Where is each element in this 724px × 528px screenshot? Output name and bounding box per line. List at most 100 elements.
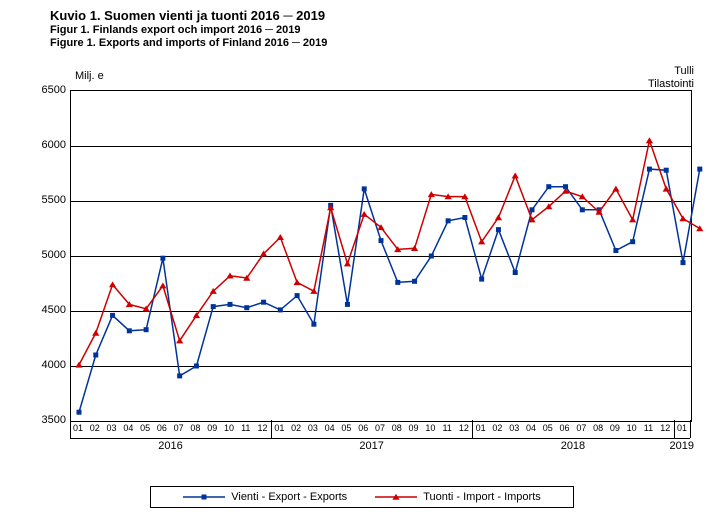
legend-frame: Vienti - Export - Exports Tuonti - Import…: [150, 486, 574, 508]
series-marker-imports: [512, 172, 519, 178]
series-marker-exports: [278, 307, 283, 312]
series-marker-exports: [144, 327, 149, 332]
y-tick-label: 5000: [42, 249, 66, 261]
series-marker-exports: [127, 328, 132, 333]
x-tick-label: 02: [492, 423, 502, 433]
series-marker-exports: [446, 218, 451, 223]
x-tick-label: 09: [207, 423, 217, 433]
series-marker-exports: [681, 260, 686, 265]
x-tick-label: 02: [90, 423, 100, 433]
plot-svg: [71, 91, 691, 421]
x-tick-label: 04: [526, 423, 536, 433]
series-marker-exports: [362, 186, 367, 191]
x-tick-label: 02: [291, 423, 301, 433]
series-marker-exports: [295, 293, 300, 298]
x-tick-label: 06: [358, 423, 368, 433]
series-marker-imports: [629, 216, 636, 222]
x-tick-label: 10: [627, 423, 637, 433]
plot-area: [70, 90, 692, 422]
title-sub-2: Figure 1. Exports and imports of Finland…: [50, 37, 327, 50]
series-marker-imports: [612, 186, 619, 192]
year-separator: [70, 420, 71, 438]
series-marker-imports: [277, 234, 284, 240]
x-year-label: 2018: [561, 440, 585, 452]
x-tick-label: 01: [476, 423, 486, 433]
x-tick-label: 03: [509, 423, 519, 433]
y-tick-label: 4500: [42, 304, 66, 316]
x-tick-label: 04: [325, 423, 335, 433]
x-tick-label: 12: [258, 423, 268, 433]
series-marker-imports: [344, 260, 351, 266]
series-marker-exports: [613, 248, 618, 253]
x-tick-label: 07: [576, 423, 586, 433]
legend-label-exports: Vienti - Export - Exports: [231, 491, 347, 503]
series-marker-imports: [361, 211, 368, 217]
x-year-label: 2019: [670, 440, 694, 452]
series-marker-exports: [93, 353, 98, 358]
y-tick-label: 4000: [42, 359, 66, 371]
x-tick-label: 09: [409, 423, 419, 433]
series-marker-exports: [261, 300, 266, 305]
y-axis-title: Milj. e: [75, 70, 104, 82]
x-tick-label: 01: [677, 423, 687, 433]
series-marker-exports: [412, 279, 417, 284]
series-marker-exports: [664, 168, 669, 173]
x-tick-label: 03: [308, 423, 318, 433]
series-marker-exports: [244, 305, 249, 310]
x-tick-label: 06: [560, 423, 570, 433]
y-tick-label: 6500: [42, 84, 66, 96]
series-marker-imports: [327, 204, 334, 210]
year-separator: [690, 420, 691, 438]
x-tick-label: 12: [660, 423, 670, 433]
x-tick-label: 09: [610, 423, 620, 433]
title-main: Kuvio 1. Suomen vienti ja tuonti 2016 ─ …: [50, 8, 327, 24]
x-tick-label: 12: [459, 423, 469, 433]
x-tick-label: 01: [73, 423, 83, 433]
x-tick-label: 08: [190, 423, 200, 433]
series-marker-imports: [176, 337, 183, 343]
series-marker-imports: [109, 281, 116, 287]
x-tick-label: 04: [123, 423, 133, 433]
legend-swatch-exports: [183, 491, 225, 503]
legend-label-imports: Tuonti - Import - Imports: [423, 491, 541, 503]
x-tick-label: 08: [392, 423, 402, 433]
series-marker-exports: [630, 239, 635, 244]
attribution: Tulli Tilastointi: [648, 65, 694, 91]
y-tick-label: 6000: [42, 139, 66, 151]
series-marker-exports: [580, 207, 585, 212]
series-marker-exports: [395, 280, 400, 285]
series-marker-imports: [679, 215, 686, 221]
series-marker-exports: [311, 322, 316, 327]
chart-container: Kuvio 1. Suomen vienti ja tuonti 2016 ─ …: [0, 0, 724, 528]
x-tick-label: 06: [157, 423, 167, 433]
series-marker-exports: [160, 256, 165, 261]
series-marker-exports: [110, 313, 115, 318]
x-tick-label: 08: [593, 423, 603, 433]
series-marker-exports: [379, 238, 384, 243]
title-sub-1: Figur 1. Finlands export och import 2016…: [50, 24, 327, 37]
series-marker-imports: [159, 282, 166, 288]
series-marker-exports: [211, 304, 216, 309]
x-tick-label: 05: [140, 423, 150, 433]
series-marker-exports: [194, 364, 199, 369]
x-year-label: 2017: [359, 440, 383, 452]
series-marker-imports: [646, 137, 653, 143]
x-tick-label: 10: [425, 423, 435, 433]
y-tick-label: 3500: [42, 414, 66, 426]
series-marker-imports: [92, 330, 99, 336]
series-marker-exports: [77, 410, 82, 415]
chart-titles: Kuvio 1. Suomen vienti ja tuonti 2016 ─ …: [50, 8, 327, 50]
attribution-line-1: Tulli: [648, 65, 694, 78]
series-marker-exports: [546, 184, 551, 189]
legend-item-exports: Vienti - Export - Exports: [183, 491, 347, 503]
series-marker-exports: [228, 302, 233, 307]
x-tick-label: 05: [543, 423, 553, 433]
x-tick-label: 03: [107, 423, 117, 433]
series-line-exports: [79, 169, 700, 412]
series-marker-exports: [177, 373, 182, 378]
x-tick-label: 05: [341, 423, 351, 433]
series-marker-exports: [462, 215, 467, 220]
legend: Vienti - Export - Exports Tuonti - Import…: [0, 486, 724, 508]
x-tick-label: 11: [442, 423, 451, 433]
series-marker-exports: [496, 227, 501, 232]
